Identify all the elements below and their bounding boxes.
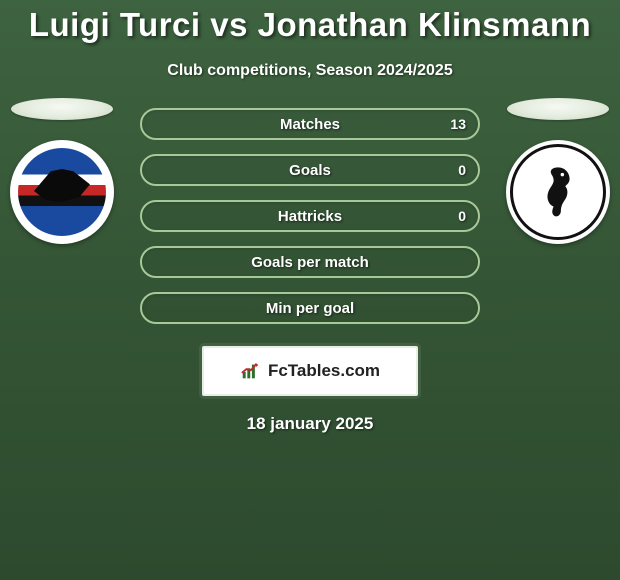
stat-label: Goals per match <box>251 254 369 271</box>
stat-right-value: 13 <box>438 110 478 138</box>
stat-row-goals-per-match: Goals per match <box>140 246 480 278</box>
stat-left-value <box>142 202 166 230</box>
stat-row-matches: Matches 13 <box>140 108 480 140</box>
stat-left-value <box>142 156 166 184</box>
subtitle: Club competitions, Season 2024/2025 <box>0 62 620 80</box>
stat-row-hattricks: Hattricks 0 <box>140 200 480 232</box>
player-left-side <box>10 98 114 244</box>
stats-column: Matches 13 Goals 0 Hattricks 0 Goals per… <box>140 108 480 324</box>
page-title: Luigi Turci vs Jonathan Klinsmann <box>0 0 620 44</box>
stat-label: Goals <box>289 162 331 179</box>
stat-row-min-per-goal: Min per goal <box>140 292 480 324</box>
brand-bar: FcTables.com <box>202 346 418 396</box>
stat-right-value <box>454 294 478 322</box>
comparison-arena: Matches 13 Goals 0 Hattricks 0 Goals per… <box>0 108 620 324</box>
club-crest-right <box>506 140 610 244</box>
stat-right-value: 0 <box>446 156 478 184</box>
stat-left-value <box>142 248 166 276</box>
stat-right-value: 0 <box>446 202 478 230</box>
stat-row-goals: Goals 0 <box>140 154 480 186</box>
club-crest-left <box>10 140 114 244</box>
stat-right-value <box>454 248 478 276</box>
date-text: 18 january 2025 <box>0 414 620 434</box>
bar-chart-icon <box>240 360 262 382</box>
brand-text: FcTables.com <box>268 361 380 381</box>
stat-left-value <box>142 294 166 322</box>
stat-label: Min per goal <box>266 300 354 317</box>
stat-label: Matches <box>280 116 340 133</box>
player-right-side <box>506 98 610 244</box>
player-right-disc <box>507 98 609 120</box>
stat-left-value <box>142 110 166 138</box>
player-left-disc <box>11 98 113 120</box>
stat-label: Hattricks <box>278 208 342 225</box>
seahorse-icon <box>536 163 580 221</box>
